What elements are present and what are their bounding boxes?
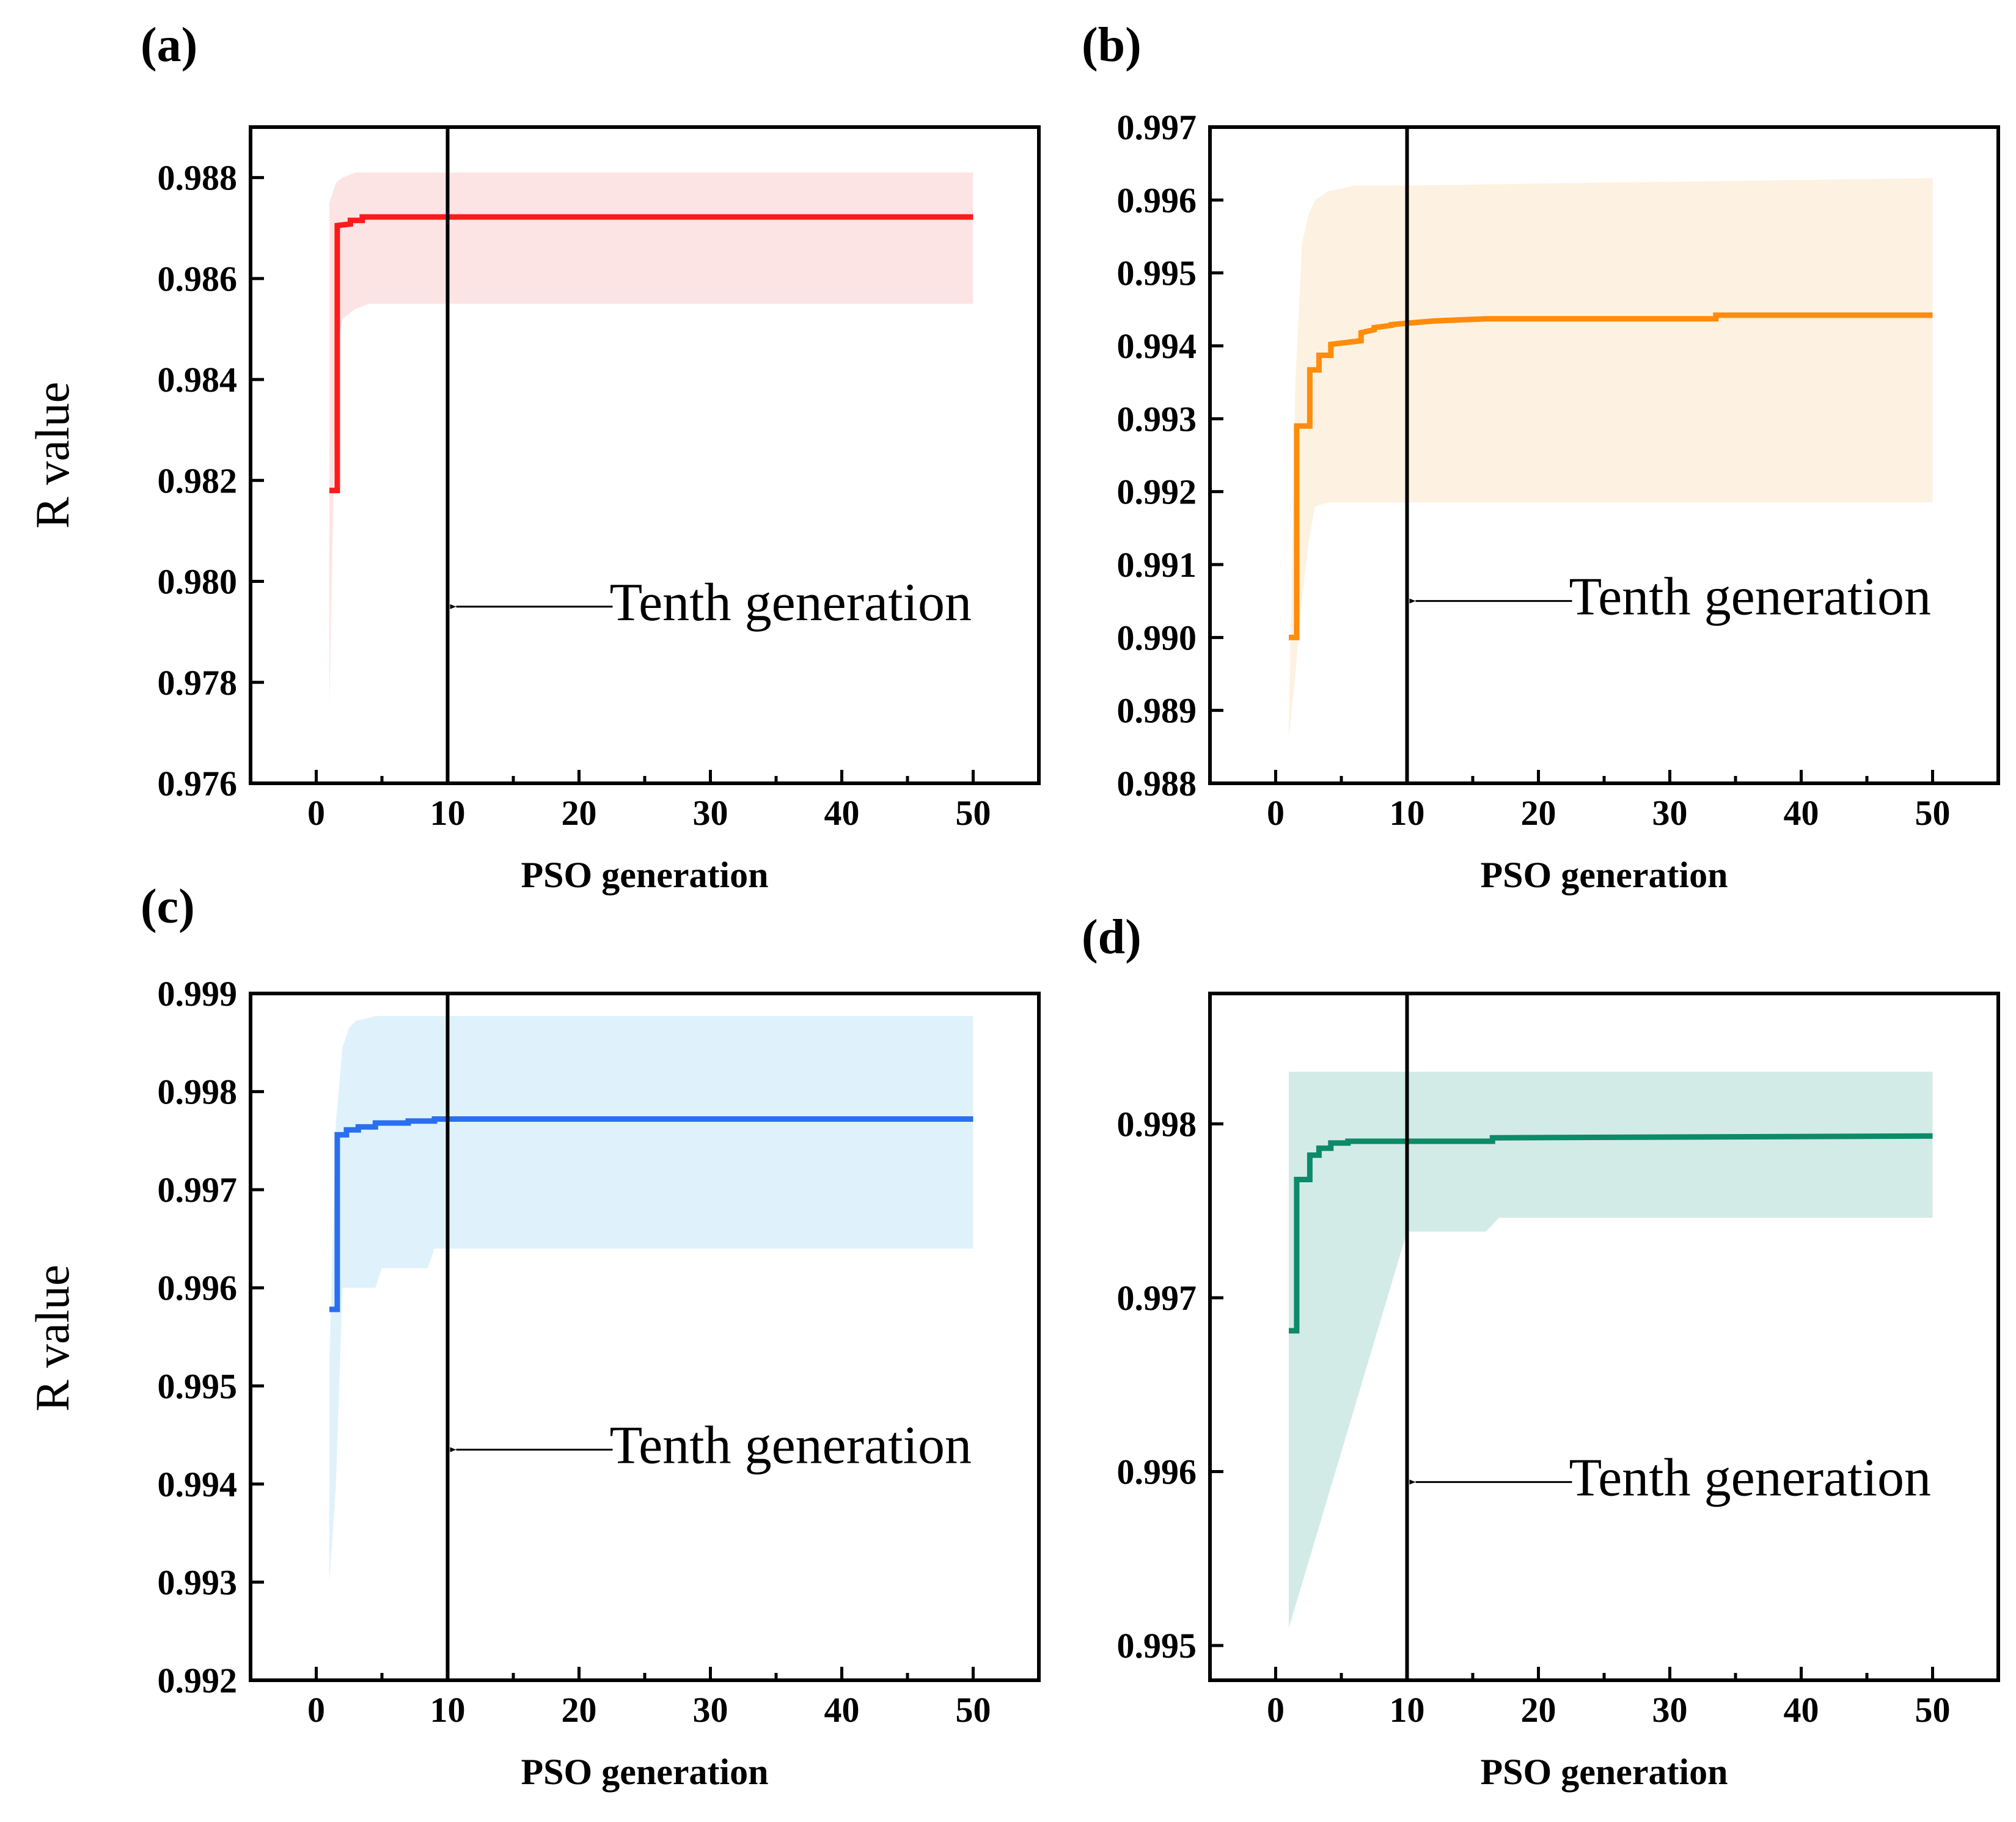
y-tick-label-b-9: 0.997: [1117, 108, 1197, 147]
x-tick-label-a-50: 50: [956, 793, 991, 833]
y-tick-label-b-4: 0.992: [1117, 472, 1197, 512]
y-tick-label-c-7: 0.999: [158, 974, 238, 1014]
y-tick-label-c-4: 0.996: [158, 1268, 238, 1308]
x-tick-label-c-0: 0: [307, 1690, 325, 1730]
y-tick-label-a-0: 0.976: [158, 764, 238, 803]
y-tick-label-d-3: 0.998: [1117, 1104, 1197, 1144]
x-tick-label-b-20: 20: [1521, 793, 1556, 833]
x-tick-label-b-40: 40: [1784, 793, 1819, 833]
annotation-text-b: Tenth generation: [1569, 568, 1932, 627]
x-tick-label-d-30: 30: [1652, 1690, 1688, 1730]
x-tick-label-c-50: 50: [956, 1690, 991, 1730]
y-tick-label-a-4: 0.984: [158, 360, 238, 400]
y-tick-label-c-5: 0.997: [158, 1170, 238, 1210]
y-tick-label-c-0: 0.992: [158, 1661, 238, 1700]
x-tick-label-a-40: 40: [824, 793, 860, 833]
panel-label-a: (a): [141, 18, 197, 72]
panel-label-b: (b): [1082, 18, 1142, 72]
x-axis-label-a: PSO generation: [521, 855, 769, 895]
x-tick-label-c-40: 40: [824, 1690, 860, 1730]
y-tick-label-a-6: 0.988: [158, 158, 238, 198]
x-tick-label-d-20: 20: [1521, 1690, 1556, 1730]
x-tick-label-c-10: 10: [430, 1690, 466, 1730]
y-tick-label-a-2: 0.980: [158, 562, 238, 602]
x-tick-label-d-0: 0: [1267, 1690, 1285, 1730]
y-tick-label-b-0: 0.988: [1117, 764, 1197, 803]
y-tick-label-c-2: 0.994: [158, 1465, 238, 1504]
x-tick-label-a-0: 0: [307, 793, 325, 833]
y-tick-label-b-2: 0.990: [1117, 618, 1197, 657]
series-line-d-0: [1289, 1133, 1933, 1334]
y-tick-label-d-0: 0.995: [1117, 1626, 1197, 1666]
panel-label-d: (d): [1082, 910, 1142, 964]
x-tick-label-c-20: 20: [562, 1690, 597, 1730]
series-line-c-0: [329, 1116, 973, 1312]
x-tick-label-a-30: 30: [693, 793, 728, 833]
y-tick-label-a-5: 0.986: [158, 259, 238, 299]
panel-label-c: (c): [141, 880, 195, 934]
y-tick-label-b-1: 0.989: [1117, 691, 1197, 731]
x-tick-label-d-40: 40: [1784, 1690, 1819, 1730]
x-tick-label-a-10: 10: [430, 793, 466, 833]
x-tick-label-c-30: 30: [693, 1690, 728, 1730]
y-tick-label-a-1: 0.978: [158, 663, 238, 703]
range-band-d: [1289, 1072, 1933, 1628]
panel-c: (c) Tenth generation 0 10 20 30 40 50 0.992 0.993…: [26, 880, 1041, 1792]
y-tick-label-a-3: 0.982: [158, 461, 238, 500]
panel-b: (b) Tenth generation 0 10 20 30 40 50 0.988 0.989…: [1082, 18, 2000, 895]
x-tick-label-d-50: 50: [1915, 1690, 1951, 1730]
range-band-b: [1289, 178, 1933, 740]
y-tick-label-d-2: 0.997: [1117, 1278, 1197, 1318]
x-tick-label-d-10: 10: [1390, 1690, 1425, 1730]
range-band-a: [329, 172, 973, 708]
y-axis-label-a: R value: [26, 382, 79, 529]
y-tick-label-c-3: 0.995: [158, 1366, 238, 1406]
y-tick-label-c-1: 0.993: [158, 1562, 238, 1602]
y-tick-label-d-1: 0.996: [1117, 1452, 1197, 1492]
y-tick-label-b-7: 0.995: [1117, 254, 1197, 293]
x-tick-label-a-20: 20: [562, 793, 597, 833]
y-tick-label-b-3: 0.991: [1117, 545, 1197, 585]
range-band-c: [329, 1015, 973, 1582]
x-tick-label-b-30: 30: [1652, 793, 1688, 833]
y-tick-label-b-6: 0.994: [1117, 326, 1197, 366]
y-axis-label-c: R value: [26, 1265, 79, 1411]
panel-d: (d) Tenth generation 0 10 20 30 40 50 0.995 0.996…: [1082, 910, 2000, 1792]
series-line-b-0: [1289, 312, 1933, 640]
annotation-text-c: Tenth generation: [610, 1416, 972, 1476]
annotation-text-d: Tenth generation: [1569, 1449, 1932, 1508]
y-tick-label-b-5: 0.993: [1117, 399, 1197, 439]
series-line-a-0: [329, 214, 973, 494]
x-tick-label-b-10: 10: [1390, 793, 1425, 833]
x-axis-label-c: PSO generation: [521, 1752, 769, 1792]
y-tick-label-c-6: 0.998: [158, 1072, 238, 1112]
x-axis-label-d: PSO generation: [1481, 1752, 1728, 1792]
y-tick-label-b-8: 0.996: [1117, 180, 1197, 220]
x-axis-label-b: PSO generation: [1481, 855, 1728, 895]
annotation-text-a: Tenth generation: [610, 573, 972, 632]
x-tick-label-b-0: 0: [1267, 793, 1285, 833]
x-tick-label-b-50: 50: [1915, 793, 1951, 833]
panel-a: (a) Tenth generation 0 10 20 30 40 50 0.976 0.978…: [26, 18, 1041, 895]
